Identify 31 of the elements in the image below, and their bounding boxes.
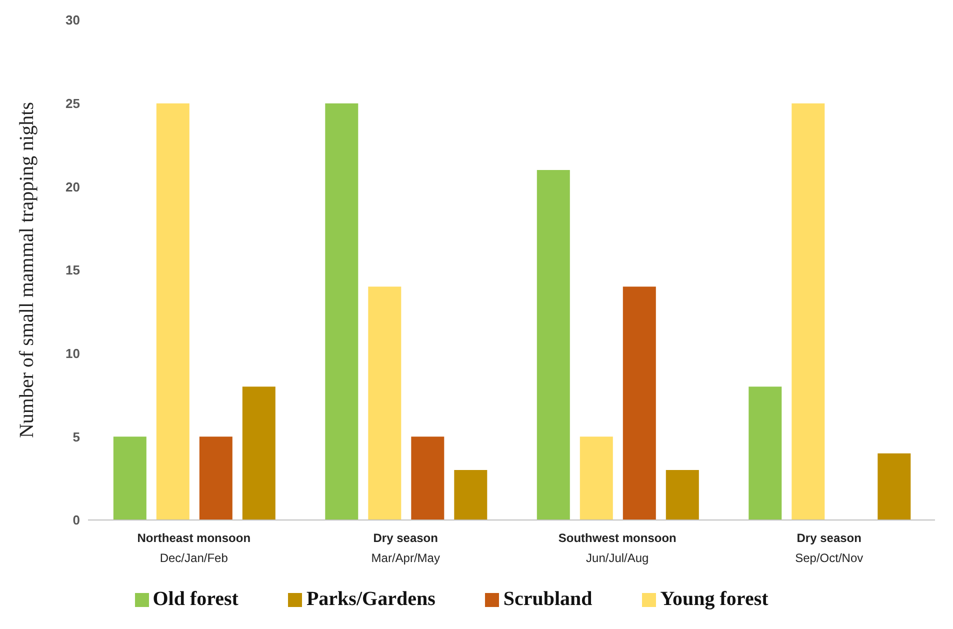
bar (199, 436, 232, 520)
bar (368, 286, 402, 520)
bar (622, 286, 656, 520)
x-tick-label: Dry season Mar/Apr/May (371, 531, 440, 565)
y-tick-label: 5 (72, 429, 80, 444)
legend-label: Old forest (152, 588, 238, 610)
bar (113, 436, 146, 520)
bar (878, 453, 911, 520)
legend-label: Young forest (660, 588, 768, 610)
y-tick-label: 25 (66, 96, 80, 111)
y-tick-label: 10 (66, 346, 80, 361)
x-tick-label: Northeast monsoon Dec/Jan/Feb (137, 531, 251, 565)
bar (411, 436, 444, 520)
y-tick-label: 15 (66, 262, 80, 278)
bar (536, 170, 570, 520)
legend-label: Scrubland (503, 588, 592, 610)
legend-label: Parks/Gardens (306, 588, 436, 610)
bar (666, 470, 699, 520)
x-tick-label: Southwest monsoon Jun/Jul/Aug (558, 531, 676, 565)
bar (792, 103, 825, 520)
y-tick-label: 20 (66, 179, 80, 194)
bar (580, 436, 613, 520)
bar (156, 103, 190, 520)
bar (454, 470, 488, 520)
y-tick-label: 30 (66, 12, 80, 28)
y-tick-label: 0 (72, 512, 80, 528)
y-axis-title: Number of small mammal trapping nights (16, 102, 38, 438)
bar (748, 386, 782, 520)
x-tick-label: Dry season Sep/Oct/Nov (795, 531, 864, 565)
bar (242, 386, 276, 520)
bar (325, 103, 358, 520)
